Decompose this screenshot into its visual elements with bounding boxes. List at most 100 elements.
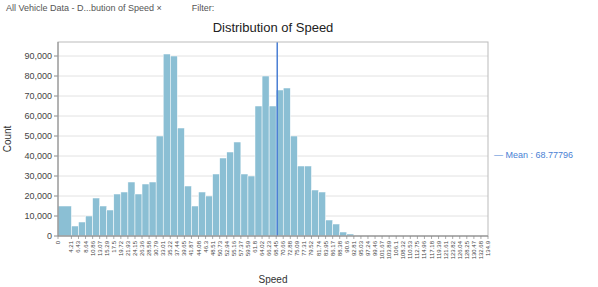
x-axis-line bbox=[58, 236, 488, 237]
histogram-bar bbox=[128, 182, 135, 236]
histogram-bar bbox=[156, 136, 163, 236]
x-tick bbox=[247, 236, 248, 239]
histogram-bar bbox=[107, 210, 114, 236]
x-tick bbox=[134, 236, 135, 239]
x-tick bbox=[99, 236, 100, 239]
histogram-bar bbox=[262, 76, 269, 236]
x-tick bbox=[226, 236, 227, 239]
x-tick bbox=[346, 236, 347, 239]
histogram-bar bbox=[71, 226, 78, 236]
x-tick-label: 114.96 bbox=[421, 240, 427, 259]
x-tick bbox=[149, 236, 150, 239]
x-tick bbox=[198, 236, 199, 239]
plot-frame bbox=[58, 42, 488, 236]
histogram-bar bbox=[170, 56, 177, 236]
histogram-bar bbox=[220, 158, 227, 236]
histogram-bar bbox=[191, 206, 198, 236]
x-tick-label: 55.16 bbox=[231, 240, 237, 256]
x-tick-label: 101.67 bbox=[379, 240, 385, 259]
histogram-bar bbox=[290, 136, 297, 236]
x-tick bbox=[113, 236, 114, 239]
x-tick bbox=[163, 236, 164, 239]
histogram-bar bbox=[142, 184, 149, 236]
x-tick bbox=[332, 236, 333, 239]
x-tick-label: 52.94 bbox=[224, 240, 230, 256]
x-tick-label: 77.31 bbox=[301, 240, 307, 256]
x-tick-label: 123.82 bbox=[450, 240, 456, 259]
histogram-bar bbox=[163, 54, 170, 236]
x-tick bbox=[318, 236, 319, 239]
grid-line bbox=[58, 56, 488, 57]
x-tick bbox=[417, 236, 418, 239]
x-tick-label: 8.64 bbox=[83, 240, 89, 252]
x-tick bbox=[360, 236, 361, 239]
y-tick-label: 60,000 bbox=[24, 111, 52, 121]
header-text: All Vehicle Data - D...bution of Speed × bbox=[6, 3, 162, 13]
x-tick bbox=[304, 236, 305, 239]
y-axis-label: Count bbox=[2, 125, 13, 152]
x-tick-label: 39.65 bbox=[181, 240, 187, 256]
histogram-bar bbox=[100, 206, 107, 236]
x-tick-label: 90.6 bbox=[344, 240, 350, 252]
x-tick bbox=[290, 236, 291, 239]
chart: All Vehicle Data - D...bution of Speed ×… bbox=[0, 0, 598, 287]
x-tick-label: 6.43 bbox=[75, 240, 81, 252]
x-tick-label: 57.37 bbox=[238, 240, 244, 256]
x-tick-label: 59.59 bbox=[245, 240, 251, 256]
x-tick bbox=[233, 236, 234, 239]
histogram-bar bbox=[135, 194, 142, 236]
x-tick bbox=[431, 236, 432, 239]
y-axis-line bbox=[58, 42, 59, 236]
x-tick-label: 79.52 bbox=[308, 240, 314, 256]
y-tick bbox=[54, 176, 58, 177]
x-tick-label: 13.07 bbox=[97, 240, 103, 256]
x-tick bbox=[410, 236, 411, 239]
y-tick bbox=[54, 136, 58, 137]
x-tick bbox=[424, 236, 425, 239]
x-tick-label: 17.5 bbox=[111, 240, 117, 252]
x-tick-label: 24.15 bbox=[132, 240, 138, 256]
x-tick-label: 83.95 bbox=[323, 240, 329, 256]
y-tick bbox=[54, 96, 58, 97]
mean-label: — Mean : 68.77796 bbox=[494, 150, 573, 160]
x-tick-label: 81.74 bbox=[316, 240, 322, 256]
x-tick bbox=[269, 236, 270, 239]
x-tick bbox=[488, 236, 489, 239]
y-tick-label: 80,000 bbox=[24, 71, 52, 81]
histogram-bar bbox=[227, 152, 234, 236]
x-tick-label: 132.68 bbox=[478, 240, 484, 259]
x-tick-label: 99.46 bbox=[372, 240, 378, 256]
x-tick-label: 95.03 bbox=[358, 240, 364, 256]
x-tick bbox=[205, 236, 206, 239]
y-tick bbox=[54, 56, 58, 57]
histogram-bar bbox=[184, 186, 191, 236]
x-tick bbox=[382, 236, 383, 239]
x-tick-label: 35.22 bbox=[167, 240, 173, 256]
y-tick bbox=[54, 236, 58, 237]
x-tick-label: 128.25 bbox=[464, 240, 470, 259]
x-tick-label: 112.75 bbox=[414, 240, 420, 259]
x-tick bbox=[156, 236, 157, 239]
histogram-bar bbox=[177, 128, 184, 236]
histogram-bar bbox=[86, 216, 93, 236]
x-tick bbox=[219, 236, 220, 239]
x-tick-label: 4.21 bbox=[68, 240, 74, 252]
x-tick bbox=[466, 236, 467, 239]
x-tick-label: 117.18 bbox=[429, 240, 435, 259]
histogram-bar bbox=[255, 106, 262, 236]
x-tick-label: 33.01 bbox=[160, 240, 166, 256]
y-tick bbox=[54, 116, 58, 117]
x-tick-label: 106.1 bbox=[393, 240, 399, 256]
y-tick-label: 30,000 bbox=[24, 171, 52, 181]
histogram-bar bbox=[340, 232, 347, 236]
x-tick bbox=[367, 236, 368, 239]
x-tick-label: 130.47 bbox=[471, 240, 477, 259]
x-tick-label: 19.72 bbox=[118, 240, 124, 256]
x-tick-label: 41.87 bbox=[188, 240, 194, 256]
x-tick-label: 30.79 bbox=[153, 240, 159, 256]
title: Distribution of Speed bbox=[213, 20, 334, 35]
histogram-bar bbox=[206, 196, 213, 236]
x-tick-label: 66.23 bbox=[266, 240, 272, 256]
x-tick-label: 48.51 bbox=[210, 240, 216, 256]
x-tick bbox=[254, 236, 255, 239]
